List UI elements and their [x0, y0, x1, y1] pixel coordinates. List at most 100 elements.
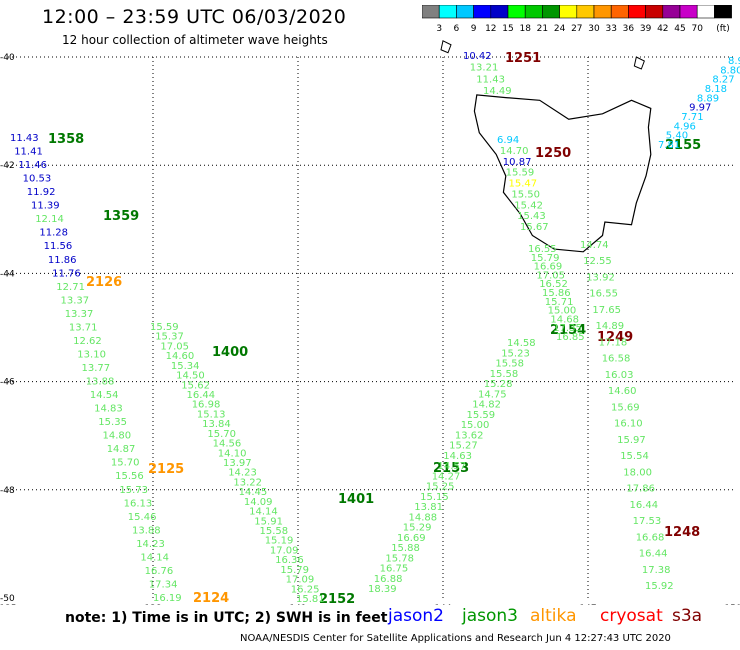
- colorbar-tick-label: 24: [554, 24, 566, 33]
- wave-height-value: 18.39: [368, 584, 397, 595]
- wave-height-value: 14.63: [443, 451, 472, 462]
- track-label: 2124: [193, 591, 229, 605]
- colorbar-tick-label: 18: [519, 24, 531, 33]
- wave-height-value: 16.68: [636, 532, 665, 543]
- wave-height-value: 6.94: [497, 135, 519, 146]
- wave-height-value: 13.21: [470, 63, 499, 74]
- wave-height-value: 15.29: [403, 523, 432, 534]
- wave-height-value: 14.09: [244, 497, 273, 508]
- legend-jason2: jason2: [388, 606, 444, 626]
- wave-height-value: 15.67: [520, 222, 549, 233]
- wave-height-value: 14.74: [580, 240, 609, 251]
- wave-height-value: 8.89: [697, 93, 719, 104]
- wave-height-value: 4.96: [674, 121, 696, 132]
- wave-height-value: 17.05: [160, 341, 189, 352]
- wave-height-value: 10.53: [23, 174, 52, 185]
- wave-height-value: 15.79: [280, 565, 309, 576]
- legend-cryosat: cryosat: [600, 606, 663, 626]
- wave-height-value: 15.59: [467, 410, 496, 421]
- wave-height-value: 14.56: [213, 439, 242, 450]
- wave-height-value: 13.88: [86, 377, 115, 388]
- wave-height-value: 5.40: [666, 131, 688, 142]
- lon-tick-label: 138: [144, 604, 161, 605]
- wave-height-value: 13.77: [82, 363, 111, 374]
- legend-s3a: s3a: [672, 606, 703, 626]
- wave-height-value: 11.39: [31, 201, 60, 212]
- wave-height-value: 17.34: [149, 580, 178, 591]
- wave-height-value: 15.62: [181, 380, 210, 391]
- wave-height-value: 16.25: [291, 584, 320, 595]
- wave-height-value: 15.91: [254, 516, 283, 527]
- wave-height-value: 15.79: [531, 253, 560, 264]
- track-label: 2154: [550, 323, 586, 338]
- wave-height-value: 14.82: [472, 400, 501, 411]
- track-label: 2155: [665, 138, 701, 153]
- wave-height-value: 16.44: [187, 390, 216, 401]
- track-label: 2153: [433, 461, 469, 476]
- wave-height-value: 15.13: [197, 409, 226, 420]
- wave-height-value: 15.97: [617, 435, 646, 446]
- colorbar-tick-label: 12: [485, 24, 496, 33]
- wave-height-value: 15.56: [115, 471, 144, 482]
- lat-tick-label: -48: [0, 486, 15, 496]
- wave-height-value: 14.83: [94, 404, 123, 415]
- wave-height-value: 10.87: [503, 157, 532, 168]
- wave-height-value: 13.22: [233, 477, 262, 488]
- wave-height-value: 8.27: [712, 75, 734, 86]
- wave-height-value: 15.59: [150, 322, 179, 333]
- wave-height-value: 14.10: [218, 448, 247, 459]
- colorbar-tick-label: 9: [471, 24, 477, 33]
- wave-height-value: 17.09: [270, 545, 299, 556]
- wave-height-colorbar: 3 6 9 12 15 18 21 24 27 30 33 36 39 42 45 70 (ft): [422, 5, 732, 33]
- wave-height-value: 12.71: [56, 282, 85, 293]
- wave-height-value: 15.54: [620, 451, 649, 462]
- colorbar-tick-label: 39: [640, 24, 652, 33]
- wave-height-value: 16.10: [614, 419, 643, 430]
- wave-height-value: 15.58: [260, 526, 289, 537]
- island-coastline: [633, 56, 645, 70]
- track-label: 1251: [505, 51, 541, 66]
- wave-height-value: 14.14: [249, 507, 278, 518]
- track-label: 2125: [148, 462, 184, 477]
- wave-height-value: 13.88: [132, 525, 161, 536]
- wave-height-value: 17.38: [642, 565, 671, 576]
- wave-height-value: 14.45: [239, 487, 268, 498]
- track-label: 1401: [338, 492, 374, 507]
- wave-height-value: 14.50: [176, 371, 205, 382]
- wave-height-value: 11.56: [44, 241, 73, 252]
- wave-height-value: 17.86: [626, 484, 655, 495]
- wave-height-value: 13.62: [455, 430, 484, 441]
- wave-height-value: 15.70: [207, 429, 236, 440]
- wave-height-value: 15.35: [98, 417, 127, 428]
- wave-height-value: 13.81: [414, 502, 443, 513]
- colorbar-tick-label: 33: [605, 24, 616, 33]
- wave-height-value: 14.75: [478, 389, 507, 400]
- track-label: 1358: [48, 132, 84, 147]
- wave-height-value: 16.88: [374, 574, 403, 585]
- wave-height-value: 16.69: [397, 533, 426, 544]
- lat-tick-label: -40: [0, 53, 15, 63]
- wave-height-value: 13.37: [61, 295, 90, 306]
- wave-height-value: 16.19: [153, 593, 182, 604]
- wave-height-value: 11.43: [10, 133, 39, 144]
- wave-height-value: 12.55: [583, 256, 612, 267]
- wave-height-value: 15.00: [548, 306, 577, 317]
- wave-height-value: 16.03: [605, 370, 634, 381]
- track-label: 2152: [319, 592, 355, 605]
- wave-height-value: 14.87: [107, 444, 136, 455]
- wave-height-value: 16.13: [124, 498, 153, 509]
- altimeter-map: -40 -42 -44 -46 -48 -50135 138 141 144 147 150 1251…: [0, 40, 740, 605]
- wave-height-value: 15.88: [391, 543, 420, 554]
- lon-tick-label: 144: [434, 604, 451, 605]
- wave-height-value: 16.75: [380, 564, 409, 575]
- wave-height-value: 14.23: [136, 539, 165, 550]
- colorbar-tick-label: 45: [674, 24, 685, 33]
- wave-height-value: 11.92: [27, 187, 56, 198]
- wave-height-value: 15.47: [509, 179, 538, 190]
- wave-height-value: 12.62: [73, 336, 102, 347]
- wave-height-value: 17.53: [633, 516, 662, 527]
- map-subtitle: 12 hour collection of altimeter wave hei…: [62, 33, 328, 47]
- wave-height-value: 15.23: [501, 348, 530, 359]
- wave-height-value: 12.14: [35, 214, 64, 225]
- wave-height-value: 14.58: [507, 338, 536, 349]
